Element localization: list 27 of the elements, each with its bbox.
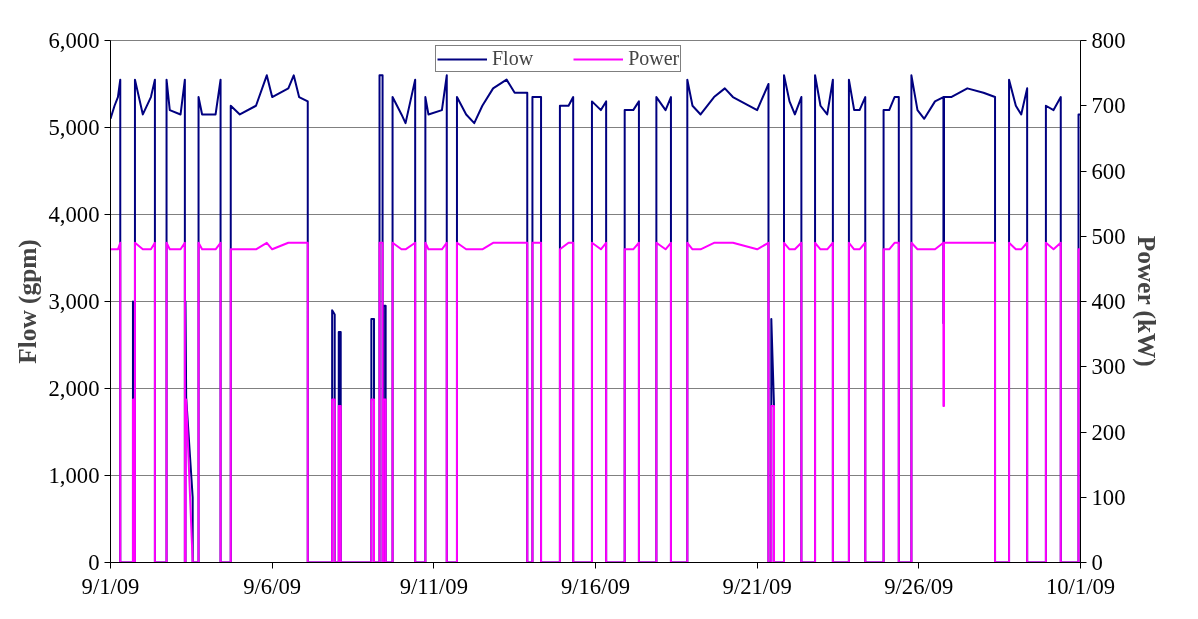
y-tick-label: 5,000 [48,115,100,140]
y2-tick-label: 400 [1091,289,1126,314]
x-tick-label: 10/1/09 [1045,573,1116,599]
y-tick-label: 1,000 [48,463,100,488]
legend-label: Power [628,47,680,70]
legend-label: Flow [492,47,534,70]
y2-tick-label: 800 [1091,28,1126,53]
y-tick-label: 2,000 [48,376,100,401]
y2-tick-label: 700 [1091,93,1126,119]
y2-tick-label: 600 [1091,158,1126,184]
x-tick-label: 9/21/09 [722,573,792,599]
y-tick-label: 3,000 [48,289,100,314]
x-tick-label: 9/16/09 [560,573,631,599]
y2-tick-label: 300 [1091,354,1126,380]
y-tick-label: 6,000 [48,28,100,53]
y-tick-label: 0 [88,550,100,575]
y2-tick-label: 500 [1091,223,1126,249]
y2-tick-label: 0 [1091,550,1103,575]
y2-tick-label: 100 [1091,484,1126,510]
x-tick-label: 9/11/09 [399,573,469,599]
y-axis-title: Flow (gpm) [12,239,42,364]
x-tick-label: 9/1/09 [81,573,140,599]
y-tick-label: 4,000 [48,202,100,227]
y2-tick-label: 200 [1091,419,1126,445]
y2-axis-title: Power (kW) [1132,235,1162,367]
x-tick-label: 9/26/09 [884,573,954,599]
x-tick-label: 9/6/09 [243,573,302,599]
